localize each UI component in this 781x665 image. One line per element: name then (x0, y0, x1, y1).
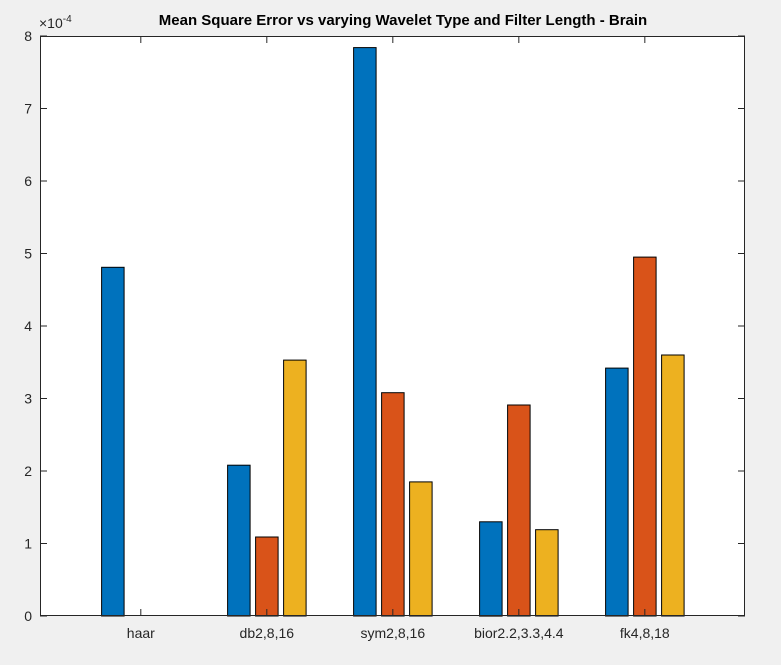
x-tick-label-0: haar (127, 625, 155, 641)
bar-series-1-4 (605, 367, 629, 617)
y-tick-label-3: 3 (24, 391, 32, 407)
bar-series-2-1 (255, 536, 279, 617)
y-tick-label-1: 1 (24, 536, 32, 552)
bar-series-1-2 (353, 47, 377, 617)
x-tick-label-1: db2,8,16 (240, 625, 295, 641)
bar-series-1-0 (101, 266, 125, 617)
y-exponent-label: ×10-4 (39, 14, 72, 31)
y-tick-label-8: 8 (24, 28, 32, 44)
y-tick-label-6: 6 (24, 173, 32, 189)
plot-frame (40, 36, 745, 616)
x-tick-label-2: sym2,8,16 (361, 625, 426, 641)
chart-title: Mean Square Error vs varying Wavelet Typ… (159, 12, 647, 29)
y-exponent-base: ×10 (39, 15, 63, 31)
y-tick-label-7: 7 (24, 101, 32, 117)
x-tick-label-3: bior2.2,3.3,4.4 (474, 625, 564, 641)
y-tick-label-2: 2 (24, 463, 32, 479)
y-tick-label-0: 0 (24, 608, 32, 624)
bar-series-3-1 (283, 359, 307, 617)
bar-series-3-4 (661, 354, 685, 617)
bar-series-2-2 (381, 392, 405, 617)
bar-series-3-2 (409, 481, 433, 617)
bar-series-1-1 (227, 464, 251, 617)
bar-series-2-3 (507, 404, 531, 617)
bar-series-3-3 (535, 529, 559, 617)
y-exponent-power: -4 (63, 14, 72, 25)
bars-group (101, 47, 685, 617)
y-tick-label-4: 4 (24, 318, 32, 334)
x-tick-label-4: fk4,8,18 (620, 625, 670, 641)
y-tick-label-5: 5 (24, 246, 32, 262)
ticks-group: 0 1 2 3 4 5 6 7 8 haar db2,8,16 sym2,8,16 bior2.2,3.… (24, 28, 745, 641)
bar-series-2-4 (633, 256, 657, 617)
bar-series-1-3 (479, 521, 503, 617)
